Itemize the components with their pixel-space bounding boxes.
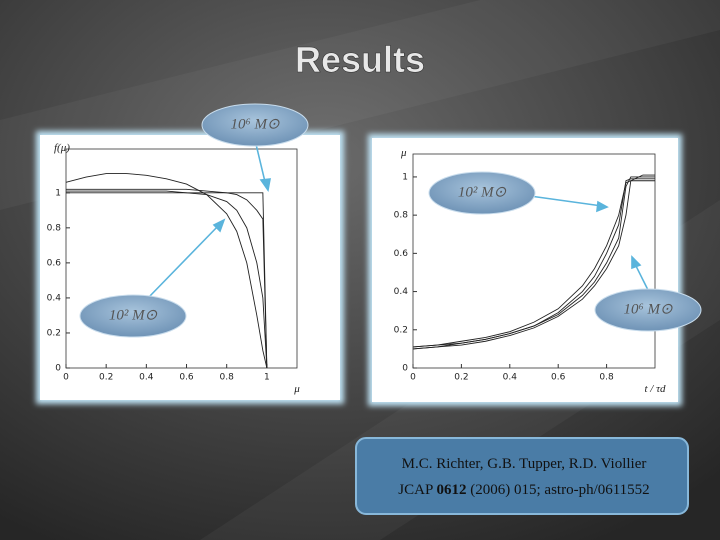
arrow <box>254 139 267 187</box>
volume: 0612 <box>437 482 467 498</box>
arrowhead <box>631 255 642 270</box>
curve <box>66 192 268 369</box>
callout-bubble <box>79 294 187 338</box>
x-tick-label: 0 <box>63 373 69 383</box>
y-tick-label: 0.8 <box>394 211 409 221</box>
x-tick-label: 0.4 <box>503 373 518 383</box>
x-axis-label: t / τd <box>644 383 666 395</box>
y-axis-label: f(μ) <box>54 142 70 154</box>
callout-label: 10⁶ M⊙ <box>623 301 672 317</box>
curve <box>412 178 655 348</box>
callout-bubble <box>201 103 309 147</box>
x-tick-label: 0.2 <box>454 373 468 383</box>
panel <box>372 138 678 402</box>
callout-bubble <box>428 171 536 215</box>
y-tick-label: 0.4 <box>394 287 409 297</box>
callout-label: 10² M⊙ <box>458 184 507 200</box>
curve <box>412 180 655 348</box>
citation-box <box>355 437 689 515</box>
plot-frame <box>65 148 298 369</box>
y-tick-label: 0 <box>402 364 408 374</box>
x-tick-label: 0.2 <box>99 373 113 383</box>
x-tick-label: 0.8 <box>220 373 235 383</box>
y-tick-label: 0.2 <box>394 325 408 335</box>
x-tick-label: 0 <box>410 373 416 383</box>
y-tick-label: 0 <box>55 364 61 374</box>
x-tick-label: 0.6 <box>179 373 194 383</box>
x-tick-label: 0.4 <box>139 373 154 383</box>
arrowhead <box>259 178 271 193</box>
curve <box>66 190 268 369</box>
callouts: 10⁶ M⊙ 10² M⊙ 10² M⊙ 10⁶ M⊙ <box>79 103 702 338</box>
y-axis-label: μ <box>400 147 407 159</box>
arrowhead <box>212 218 226 233</box>
callout-label: 10⁶ M⊙ <box>230 116 279 132</box>
x-axis-label: μ <box>293 383 300 395</box>
y-tick-label: 0.6 <box>394 249 409 259</box>
y-tick-label: 0.6 <box>47 258 62 268</box>
x-tick-label: 0.8 <box>599 373 614 383</box>
callout-arrows <box>147 139 649 299</box>
y-tick-label: 1 <box>402 172 408 182</box>
callout-bubble <box>594 288 702 332</box>
curve <box>65 173 268 369</box>
journal: JCAP <box>398 482 433 498</box>
arrowhead <box>596 200 609 213</box>
charts: 0 0.2 0.4 0.6 0.8 1 0 0.2 0.4 0.6 0.8 1 f(μ) μ 0 0.2 0.4… <box>47 142 666 395</box>
curve <box>66 188 268 369</box>
y-tick-label: 0.8 <box>47 223 62 233</box>
arrow <box>529 195 603 207</box>
y-tick-label: 1 <box>55 188 61 198</box>
callout-label: 10² M⊙ <box>109 307 158 323</box>
x-tick-label: 1 <box>264 373 270 383</box>
y-tick-label: 0.2 <box>47 328 61 338</box>
y-tick-label: 0.4 <box>47 293 62 303</box>
x-tick-label: 0.6 <box>551 373 566 383</box>
plot-frame <box>412 153 656 369</box>
panel <box>40 135 340 400</box>
ref-details: (2006) 015; astro-ph/0611552 <box>470 482 649 498</box>
slide-title: Results <box>295 39 425 80</box>
citation-ref: JCAP 0612 (2006) 015; astro-ph/0611552 <box>398 482 649 498</box>
arrow <box>147 223 221 299</box>
citation-authors: M.C. Richter, G.B. Tupper, R.D. Viollier <box>402 456 647 472</box>
curve <box>412 174 655 350</box>
